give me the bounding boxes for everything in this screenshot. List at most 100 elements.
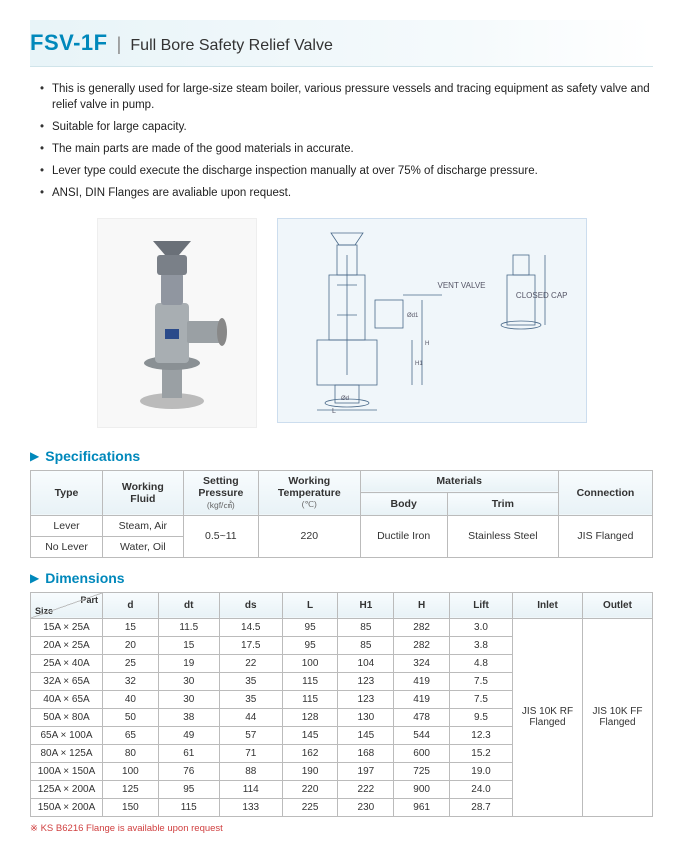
td-conn: JIS Flanged (558, 515, 652, 557)
td-trim: Stainless Steel (447, 515, 558, 557)
td-L: 95 (282, 636, 338, 654)
td-H1: 168 (338, 744, 394, 762)
td-size: 80A × 125A (31, 744, 103, 762)
td-H: 544 (394, 726, 450, 744)
td-L: 128 (282, 708, 338, 726)
td-H: 282 (394, 636, 450, 654)
specs-header: ▶ Specifications (30, 448, 653, 464)
td-size: 20A × 25A (31, 636, 103, 654)
td-ds: 71 (219, 744, 282, 762)
td-H: 900 (394, 780, 450, 798)
td-lift: 3.0 (450, 618, 513, 636)
td-H: 419 (394, 672, 450, 690)
th-temp: Working Temperature(℃) (259, 470, 360, 515)
td-d: 150 (103, 798, 159, 816)
td-H1: 145 (338, 726, 394, 744)
td-dt: 49 (158, 726, 219, 744)
td-ds: 88 (219, 762, 282, 780)
td-d: 65 (103, 726, 159, 744)
td-lift: 9.5 (450, 708, 513, 726)
td-L: 115 (282, 672, 338, 690)
feature-item: Lever type could execute the discharge i… (40, 163, 653, 179)
td-L: 145 (282, 726, 338, 744)
th-outlet: Outlet (583, 592, 653, 618)
td-ds: 57 (219, 726, 282, 744)
technical-diagram: L Ød H1 H Ød1 VENT VALVE CLOSED CAP (277, 218, 587, 423)
td-H: 600 (394, 744, 450, 762)
td-size: 100A × 150A (31, 762, 103, 780)
td-size: 32A × 65A (31, 672, 103, 690)
th-size-part: SizePart (31, 592, 103, 618)
product-photo (97, 218, 257, 428)
td-dt: 30 (158, 690, 219, 708)
td-d: 20 (103, 636, 159, 654)
td-dt: 15 (158, 636, 219, 654)
td-ds: 44 (219, 708, 282, 726)
td-H1: 222 (338, 780, 394, 798)
td-size: 50A × 80A (31, 708, 103, 726)
td-H: 282 (394, 618, 450, 636)
td-L: 95 (282, 618, 338, 636)
triangle-icon: ▶ (30, 571, 39, 585)
td-temp: 220 (259, 515, 360, 557)
td-d: 50 (103, 708, 159, 726)
footnote: ※ KS B6216 Flange is available upon requ… (30, 823, 653, 834)
td-L: 220 (282, 780, 338, 798)
diagram-vent-label: VENT VALVE (438, 281, 486, 290)
td-H1: 85 (338, 636, 394, 654)
td-size: 40A × 65A (31, 690, 103, 708)
th-materials: Materials (360, 470, 558, 493)
th-H1: H1 (338, 592, 394, 618)
td-ds: 35 (219, 690, 282, 708)
td-dt: 95 (158, 780, 219, 798)
th-conn: Connection (558, 470, 652, 515)
td-body: Ductile Iron (360, 515, 447, 557)
th-dt: dt (158, 592, 219, 618)
th-type: Type (31, 470, 103, 515)
td-inlet: JIS 10K RF Flanged (513, 618, 583, 816)
td-H: 725 (394, 762, 450, 780)
td-d: 80 (103, 744, 159, 762)
td-pressure: 0.5~11 (183, 515, 258, 557)
td-fluid: Water, Oil (103, 536, 184, 557)
dims-header: ▶ Dimensions (30, 570, 653, 586)
td-type: No Lever (31, 536, 103, 557)
svg-text:Ød1: Ød1 (407, 313, 419, 319)
td-dt: 115 (158, 798, 219, 816)
td-lift: 24.0 (450, 780, 513, 798)
feature-item: Suitable for large capacity. (40, 119, 653, 135)
specs-title: Specifications (45, 448, 140, 464)
td-lift: 3.8 (450, 636, 513, 654)
feature-item: The main parts are made of the good mate… (40, 141, 653, 157)
feature-item: ANSI, DIN Flanges are avaliable upon req… (40, 185, 653, 201)
td-H1: 123 (338, 672, 394, 690)
td-ds: 14.5 (219, 618, 282, 636)
td-ds: 22 (219, 654, 282, 672)
td-dt: 30 (158, 672, 219, 690)
td-lift: 7.5 (450, 672, 513, 690)
th-pressure: Setting Pressure(kgf/㎠) (183, 470, 258, 515)
td-d: 32 (103, 672, 159, 690)
th-trim: Trim (447, 493, 558, 516)
td-H: 419 (394, 690, 450, 708)
td-fluid: Steam, Air (103, 515, 184, 536)
th-fluid: Working Fluid (103, 470, 184, 515)
td-size: 25A × 40A (31, 654, 103, 672)
th-ds: ds (219, 592, 282, 618)
specs-table: Type Working Fluid Setting Pressure(kgf/… (30, 470, 653, 558)
td-lift: 4.8 (450, 654, 513, 672)
td-dt: 61 (158, 744, 219, 762)
td-lift: 7.5 (450, 690, 513, 708)
td-H: 961 (394, 798, 450, 816)
product-code: FSV-1F (30, 30, 108, 55)
svg-text:Ød: Ød (341, 396, 349, 402)
td-H: 478 (394, 708, 450, 726)
td-H1: 85 (338, 618, 394, 636)
feature-item: This is generally used for large-size st… (40, 81, 653, 113)
td-outlet: JIS 10K FF Flanged (583, 618, 653, 816)
product-name: Full Bore Safety Relief Valve (130, 37, 332, 54)
dims-title: Dimensions (45, 570, 124, 586)
td-d: 100 (103, 762, 159, 780)
td-lift: 15.2 (450, 744, 513, 762)
td-H1: 104 (338, 654, 394, 672)
